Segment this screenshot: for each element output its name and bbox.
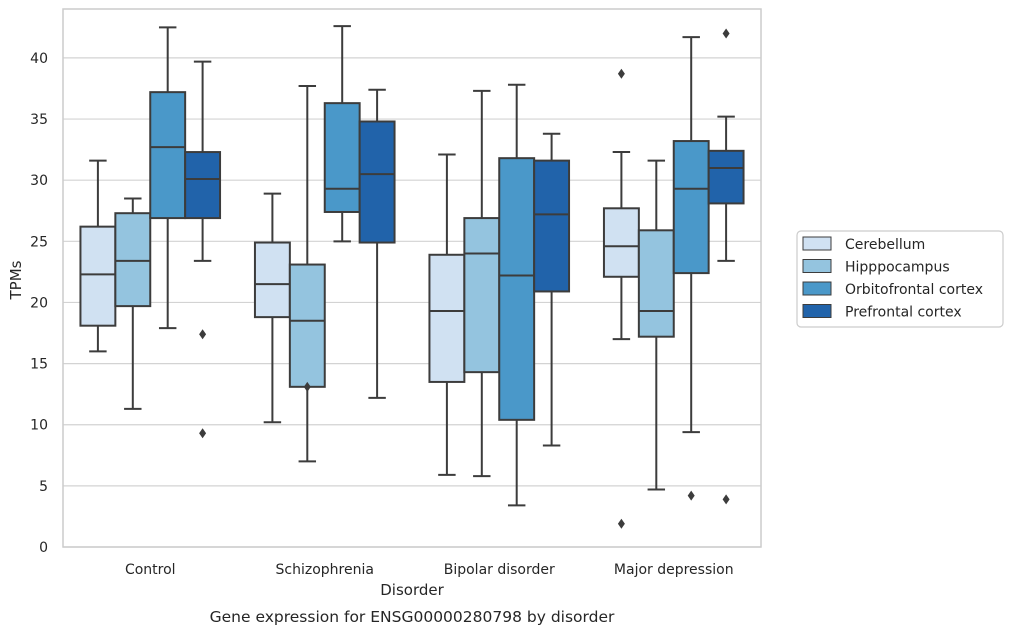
x-tick-labels: Control Schizophrenia Bipolar disorder Majo…: [125, 562, 734, 578]
outlier-point: [722, 28, 730, 39]
box-iqr: [463, 217, 501, 374]
x-axis-label: Disorder: [380, 581, 444, 599]
box-iqr: [114, 212, 152, 308]
y-axis-label: TPMs: [7, 260, 25, 300]
box-2-3: [533, 132, 571, 447]
outlier-point: [199, 329, 207, 340]
x-tick-label: Control: [125, 562, 176, 578]
box-2-2: [498, 83, 536, 507]
box-iqr: [533, 159, 571, 293]
x-tick-label: Schizophrenia: [276, 562, 374, 578]
plot-frame: [62, 8, 762, 548]
box-1-0: [253, 192, 291, 424]
box-iqr: [672, 140, 710, 275]
legend-entry: Prefrontal cortex: [845, 305, 962, 321]
box-iqr: [498, 157, 536, 421]
y-tick-labels: 0 5 10 15 20 25 30 35 40: [30, 51, 48, 556]
box-0-1: [114, 197, 152, 410]
y-tick-label: 40: [30, 51, 48, 67]
box-iqr: [637, 229, 675, 338]
legend-swatch: [802, 259, 832, 273]
box-iqr: [79, 225, 117, 327]
outlier-point: [617, 68, 625, 79]
x-tick-label: Major depression: [614, 562, 734, 578]
y-tick-label: 35: [30, 112, 48, 128]
chart-caption: Gene expression for ENSG00000280798 by d…: [210, 608, 615, 626]
outlier-point: [617, 518, 625, 529]
box-plots: [79, 25, 745, 529]
box-0-0: [79, 159, 117, 353]
legend-entry: Cerebellum: [845, 237, 925, 253]
legend-entry: Hipppocampus: [845, 260, 950, 276]
outlier-point: [722, 494, 730, 505]
box-1-3: [358, 88, 396, 399]
legend-swatch: [802, 281, 832, 296]
box-0-2: [149, 26, 187, 330]
legend-entry: Orbitofrontal cortex: [845, 282, 983, 298]
outlier-point: [303, 381, 311, 392]
box-iqr: [253, 241, 291, 319]
box-2-0: [428, 153, 466, 476]
outlier-point: [199, 428, 207, 439]
legend-swatch: [802, 304, 832, 318]
y-tick-label: 10: [30, 418, 48, 434]
box-3-3: [707, 28, 745, 505]
y-tick-label: 20: [30, 295, 48, 311]
y-tick-label: 30: [30, 173, 48, 189]
box-1-1: [288, 85, 326, 463]
legend-frame: [796, 230, 1004, 328]
box-iqr: [428, 253, 466, 383]
y-tick-label: 15: [30, 357, 48, 373]
box-3-2: [672, 36, 710, 501]
box-3-1: [637, 159, 675, 491]
box-iqr: [707, 149, 745, 205]
box-iqr: [602, 207, 640, 278]
box-iqr: [323, 102, 361, 213]
box-iqr: [288, 263, 326, 388]
box-1-2: [323, 25, 361, 243]
box-0-3: [184, 60, 222, 439]
box-iqr: [358, 120, 396, 244]
legend: Cerebellum Hipppocampus Orbitofrontal cort…: [796, 230, 1004, 328]
y-tick-label: 5: [39, 479, 48, 495]
box-iqr: [149, 91, 187, 220]
y-tick-label: 25: [30, 234, 48, 250]
legend-swatch: [802, 236, 832, 251]
y-tick-label: 0: [39, 540, 48, 556]
outlier-point: [687, 490, 695, 501]
x-tick-label: Bipolar disorder: [444, 562, 555, 578]
box-2-1: [463, 89, 501, 478]
box-3-0: [602, 68, 640, 529]
box-iqr: [184, 151, 222, 220]
